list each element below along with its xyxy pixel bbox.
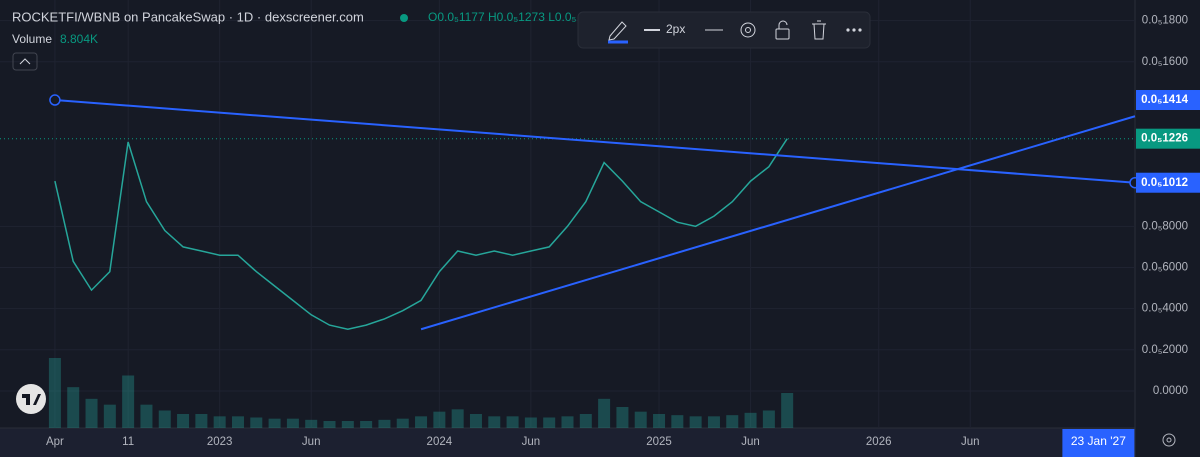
settings-gear-center	[1166, 437, 1172, 443]
volume-bar	[378, 419, 391, 428]
volume-bar	[122, 375, 135, 428]
volume-bar	[506, 416, 519, 428]
trendline-label: 0.0₅1414	[1141, 94, 1188, 106]
x-tick-label: 2026	[866, 436, 892, 448]
x-tick-label: Apr	[46, 436, 64, 448]
y-tick-label: 0.0₅1600	[1142, 56, 1188, 68]
lock-shackle	[778, 20, 788, 29]
y-tick-label: 0.0₅6000	[1142, 262, 1188, 274]
crosshair-label: 23 Jan '27	[1071, 434, 1126, 448]
volume-bar	[323, 421, 336, 428]
more-icon[interactable]	[846, 28, 850, 32]
volume-bar	[671, 415, 684, 428]
settings-icon-center	[745, 27, 751, 33]
volume-bar	[598, 398, 611, 428]
volume-bar	[231, 416, 244, 428]
status-dot	[400, 14, 408, 22]
volume-bar	[268, 418, 281, 428]
toolbar-bg	[577, 11, 871, 49]
y-tick-label: 0.0₅2000	[1142, 344, 1188, 356]
volume-bar	[579, 414, 592, 428]
trendline-handle	[49, 94, 61, 106]
more-icon	[852, 28, 856, 32]
volume-bar	[250, 417, 263, 428]
y-tick-label: 0.0₅4000	[1142, 303, 1188, 315]
logo-mark	[22, 394, 41, 405]
x-tick-label: Jun	[741, 436, 760, 448]
trendline-label-bg	[1136, 90, 1200, 111]
x-tick-label: 2023	[207, 436, 233, 448]
volume-bar	[48, 358, 61, 428]
settings-icon[interactable]	[740, 22, 756, 38]
volume-bar	[781, 393, 794, 428]
volume-bar	[653, 414, 666, 428]
collapse-button[interactable]	[12, 52, 38, 71]
pen-icon[interactable]	[608, 21, 627, 41]
volume-bar	[360, 421, 373, 428]
volume-bar	[744, 412, 757, 428]
volume-bar	[341, 421, 354, 428]
volume-bar	[616, 407, 629, 428]
logo	[16, 384, 46, 414]
time-axis	[0, 428, 1135, 457]
toolbar: 2px	[577, 11, 871, 49]
volume-bar	[305, 419, 318, 428]
x-tick-label: Jun	[961, 436, 980, 448]
chart-title: ROCKETFI/WBNB on PancakeSwap · 1D · dexs…	[12, 9, 364, 24]
volume-value: 8.804K	[60, 32, 98, 46]
volume-bar	[488, 416, 501, 428]
volume-bar	[451, 409, 464, 428]
volume-bar	[726, 415, 739, 428]
volume-bar	[158, 410, 171, 428]
y-tick-label: 0.0₅8000	[1142, 220, 1188, 232]
width-label[interactable]: 2px	[666, 22, 685, 36]
volume-bar	[286, 418, 299, 428]
trendline	[420, 115, 1136, 331]
x-tick-label: 2025	[646, 436, 672, 448]
volume-bar	[140, 404, 153, 428]
price-line	[54, 138, 788, 330]
volume-bar	[195, 414, 208, 428]
x-tick-label: 2024	[427, 436, 453, 448]
logo-bg	[16, 384, 46, 414]
volume-bar	[707, 416, 720, 428]
volume-bar	[433, 411, 446, 428]
volume-bar	[762, 410, 775, 428]
crosshair-label-bg	[1062, 429, 1135, 457]
volume-bar	[524, 417, 537, 428]
trendline-label: 0.0₅1012	[1141, 177, 1188, 189]
x-tick-label: Jun	[302, 436, 321, 448]
lock-icon[interactable]	[775, 28, 790, 40]
more-icon	[858, 28, 862, 32]
x-tick-label: 11	[122, 436, 134, 448]
volume-bar	[543, 417, 556, 428]
volume-bar	[213, 416, 226, 428]
y-tick-label: 0.0₅1800	[1142, 15, 1188, 27]
volume-bar	[689, 416, 702, 428]
volume-bar	[561, 416, 574, 428]
volume-bar	[469, 414, 482, 428]
current-price-label: 0.0₅1226	[1141, 133, 1188, 145]
current-price-bg	[1136, 128, 1200, 149]
volume-bar	[396, 418, 409, 428]
x-tick-label: Jun	[522, 436, 541, 448]
volume-bar	[415, 416, 428, 428]
delete-icon[interactable]	[812, 20, 826, 40]
volume-label: Volume	[12, 32, 52, 46]
volume-bar	[634, 411, 647, 428]
y-tick-label: 0.0000	[1153, 385, 1188, 397]
collapse-icon	[19, 58, 31, 65]
volume-bar	[103, 404, 116, 428]
volume-bar	[67, 387, 80, 428]
ohlc: O0.0₅1177 H0.0₅1273 L0.0₅	[428, 10, 577, 24]
settings-gear[interactable]	[1162, 433, 1176, 447]
volume-bar	[85, 398, 98, 428]
volume-bar	[177, 414, 190, 428]
trendline-label-bg	[1136, 172, 1200, 193]
